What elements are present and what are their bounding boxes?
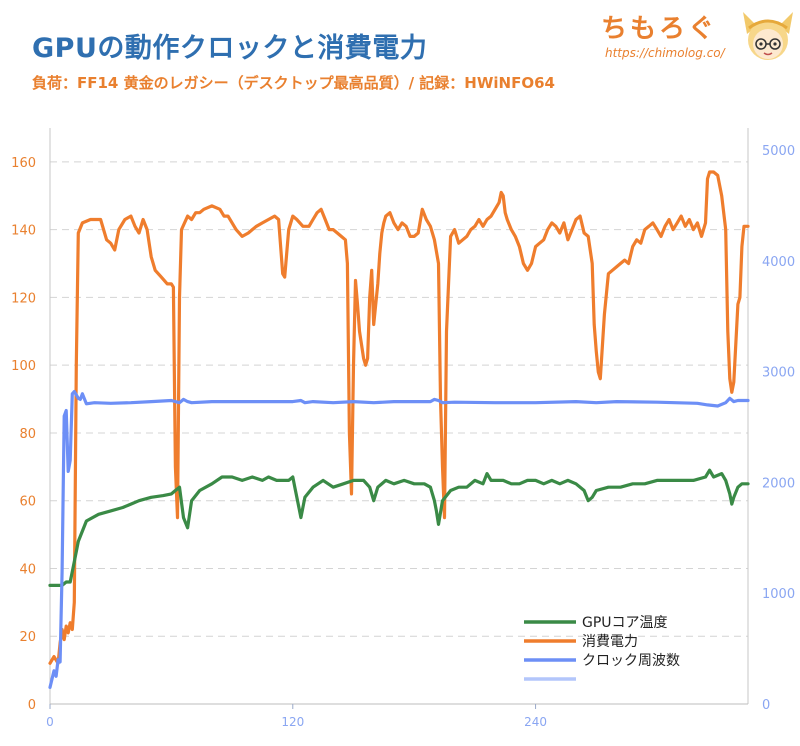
y-left-tick-label: 140 (11, 224, 36, 239)
x-tick-label: 120 (281, 715, 304, 729)
y-right-tick-label: 2000 (762, 476, 795, 491)
series-line-clock (48, 390, 750, 689)
y-left-tick-label: 100 (11, 359, 36, 374)
legend-label: GPUコア温度 (582, 615, 668, 631)
y-left-tick-label: 80 (19, 427, 36, 442)
y-left-tick-label: 120 (11, 291, 36, 306)
y-right-tick-label: 0 (762, 698, 770, 713)
y-left-tick-label: 160 (11, 156, 36, 171)
chart-subtitle: 負荷：FF14 黄金のレガシー（デスクトップ最高品質）/ 記録：HWiNFO64 (32, 74, 555, 92)
y-left-tick-label: 0 (28, 698, 36, 713)
y-right-tick-label: 5000 (762, 144, 795, 159)
mascot-icon (743, 12, 793, 60)
y-axis-right-ticks: 0 1000 2000 3000 4000 5000 (762, 144, 795, 713)
x-tick-label: 240 (524, 715, 547, 729)
y-right-tick-label: 4000 (762, 255, 795, 270)
series-line-temperature (48, 468, 750, 587)
y-right-tick-label: 3000 (762, 366, 795, 381)
legend-label: 消費電力 (582, 634, 638, 650)
logo-url: https://chimolog.co/ (605, 46, 725, 60)
chart-title: GPUの動作クロックと消費電力 (32, 33, 428, 64)
series-lines (48, 170, 750, 689)
y-left-tick-label: 20 (19, 630, 36, 645)
y-left-tick-label: 60 (19, 495, 36, 510)
x-axis-ticks: 0 120 240 (46, 704, 547, 729)
logo-text: ちもろぐ (601, 14, 718, 44)
x-tick-label: 0 (46, 715, 54, 729)
series-line-power (48, 170, 750, 665)
y-axis-left-ticks: 0 20 40 60 80 100 120 140 160 (11, 156, 36, 713)
axes (49, 128, 749, 705)
y-left-tick-label: 40 (19, 562, 36, 577)
site-logo[interactable]: ちもろぐ https://chimolog.co/ (601, 6, 797, 68)
y-right-tick-label: 1000 (762, 587, 795, 602)
legend-label: クロック周波数 (582, 653, 680, 669)
